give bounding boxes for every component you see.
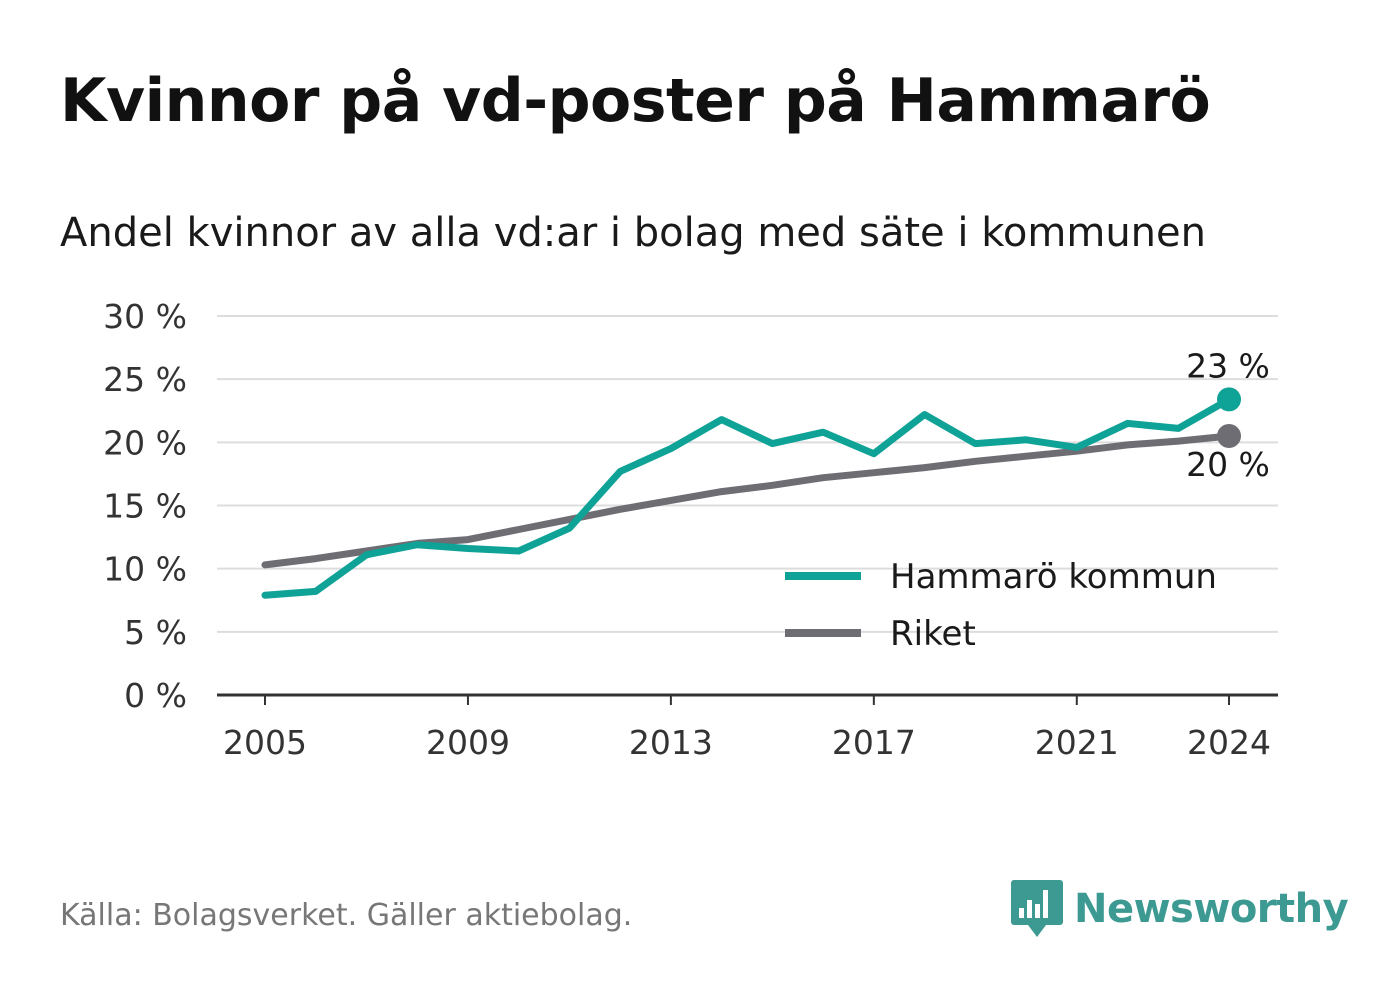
end-value-label: 20 % <box>1186 445 1270 484</box>
y-tick-label: 5 % <box>124 613 187 652</box>
y-tick-label: 25 % <box>103 360 187 399</box>
x-tick-label: 2013 <box>629 723 713 762</box>
chart-title: Kvinnor på vd-poster på Hammarö <box>60 66 1211 136</box>
legend-label: Hammarö kommun <box>890 557 1217 597</box>
newsworthy-logo: Newsworthy <box>1010 878 1349 940</box>
y-tick-label: 30 % <box>103 297 187 336</box>
y-tick-label: 0 % <box>124 676 187 715</box>
gridlines <box>217 315 1278 633</box>
chart-subtitle: Andel kvinnor av alla vd:ar i bolag med … <box>60 210 1206 256</box>
y-axis: 0 % 5 % 10 % 15 % 20 % 25 % 30 % <box>103 297 187 715</box>
end-value-label: 23 % <box>1186 346 1270 385</box>
y-tick-label: 10 % <box>103 550 187 589</box>
series-lines: 23 % 20 % <box>261 346 1270 599</box>
x-tick-label: 2009 <box>426 723 510 762</box>
endpoint-marker-riket <box>1217 424 1241 449</box>
legend-label: Riket <box>890 614 976 654</box>
series-line-hammaro <box>261 395 1233 599</box>
x-tick-label: 2024 <box>1187 723 1271 762</box>
x-tick-label: 2005 <box>223 723 307 762</box>
legend: Hammarö kommun Riket <box>785 557 1217 654</box>
newsworthy-logo-text: Newsworthy <box>1074 886 1349 932</box>
y-tick-label: 20 % <box>103 423 187 462</box>
source-note: Källa: Bolagsverket. Gäller aktiebolag. <box>60 898 633 933</box>
newsworthy-logo-icon <box>1011 880 1063 937</box>
x-tick-label: 2017 <box>832 723 916 762</box>
x-tick-label: 2021 <box>1035 723 1119 762</box>
y-tick-label: 15 % <box>103 487 187 526</box>
x-axis: 2005 2009 2013 2017 2021 2024 <box>217 693 1278 762</box>
endpoint-marker-hammaro <box>1217 387 1241 412</box>
